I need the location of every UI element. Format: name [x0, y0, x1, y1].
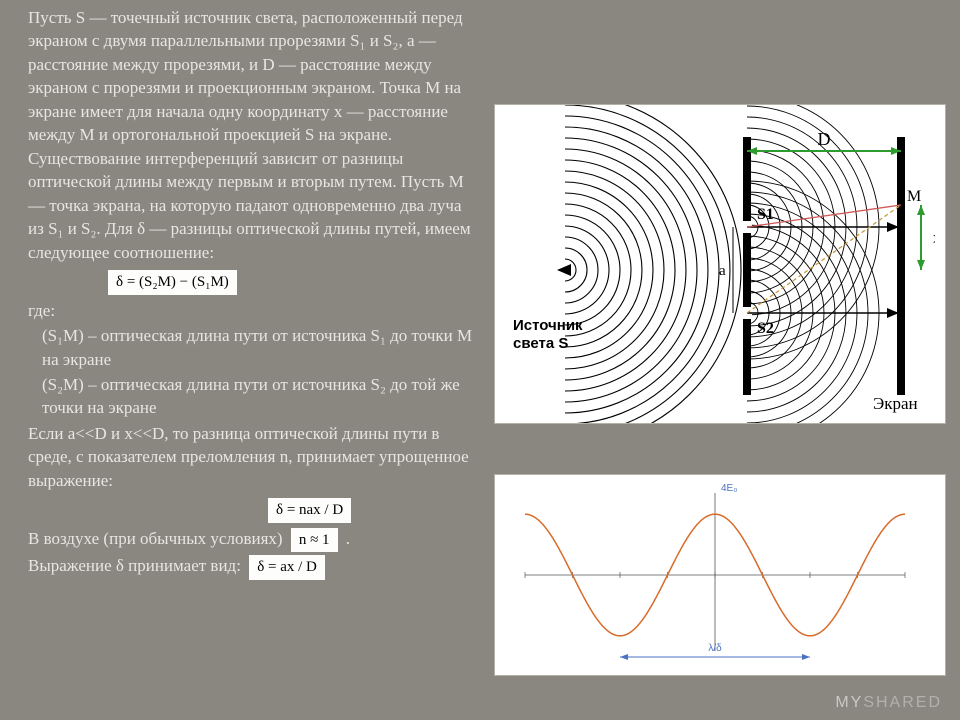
paragraph-final: Выражение δ принимает вид: δ = ax / D: [28, 554, 480, 579]
paragraph-air: В воздухе (при обычных условиях) n ≈ 1 .: [28, 527, 480, 552]
watermark-rest: SHARED: [863, 694, 942, 711]
equation-n1: n ≈ 1: [291, 528, 338, 553]
svg-text:света S: света S: [513, 335, 568, 352]
watermark-brand: MY: [835, 694, 863, 711]
svg-text:Экран: Экран: [873, 394, 918, 413]
equation-ax-d: δ = ax / D: [249, 555, 325, 580]
svg-text:M: M: [907, 188, 921, 205]
equation-delta: δ = (S₂M) − (S₁M): [108, 270, 237, 295]
where-label: где:: [28, 299, 480, 322]
young-diagram: Dx a M S1 S2 Источниксвета S Экран: [494, 104, 946, 424]
svg-text:S1: S1: [757, 206, 774, 223]
air-text: В воздухе (при обычных условиях): [28, 529, 283, 548]
svg-text:D: D: [818, 129, 831, 149]
text-column: Пусть S — точечный источник света, распо…: [0, 0, 490, 720]
svg-text:a: a: [719, 263, 726, 279]
definition-s2m: (S₂M) – оптическая длина пути от источни…: [42, 373, 480, 420]
svg-text:λ/δ: λ/δ: [708, 643, 722, 654]
air-period: .: [346, 529, 350, 548]
final-text: Выражение δ принимает вид:: [28, 556, 241, 575]
intensity-chart: 4E₀ λ/δ: [494, 474, 946, 676]
svg-text:S2: S2: [757, 320, 774, 337]
paragraph-intro: Пусть S — точечный источник света, распо…: [28, 6, 480, 264]
definition-s1m: (S₁M) – оптическая длина пути от источни…: [42, 324, 480, 371]
equation-nax-d: δ = nax / D: [268, 498, 351, 523]
watermark: MYSHARED: [835, 694, 942, 712]
paragraph-approx: Если a<<D и x<<D, то разница оптической …: [28, 422, 480, 492]
svg-text:Источник: Источник: [513, 317, 583, 334]
svg-text:x: x: [933, 230, 935, 247]
svg-text:4E₀: 4E₀: [721, 483, 737, 494]
figure-column: Dx a M S1 S2 Источниксвета S Экран 4E₀ λ/δ: [490, 0, 960, 720]
